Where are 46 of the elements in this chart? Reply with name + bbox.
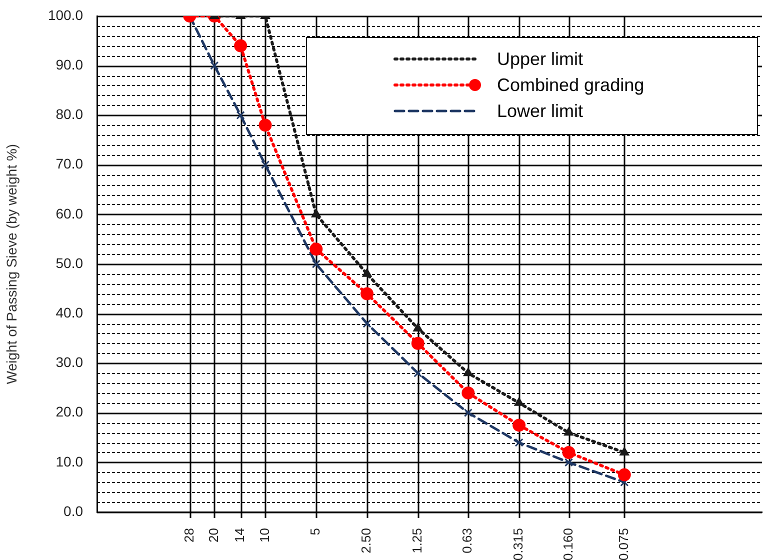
legend-label: Combined grading (497, 74, 644, 96)
point (411, 336, 424, 350)
point (311, 208, 321, 218)
y-tick-label: 0.0 (64, 502, 84, 519)
point (462, 386, 475, 400)
point (514, 397, 524, 406)
point (562, 446, 576, 459)
x-tick-label: 0.160 (560, 528, 576, 560)
x-tick-label: 0.075 (616, 528, 631, 560)
y-tick-label: 70.0 (56, 156, 84, 172)
y-tick-label: 40.0 (56, 304, 84, 320)
point (564, 427, 574, 436)
point (564, 458, 574, 467)
y-tick-label: 80.0 (56, 106, 84, 122)
x-tick-label: 20 (206, 528, 221, 542)
point (312, 260, 320, 268)
x-tick-label: 1.25 (409, 528, 424, 554)
y-axis-title: Weight of Passing Sieve (by weight %) (3, 144, 20, 384)
x-tick-label: 0.63 (460, 528, 475, 554)
y-tick-label: 50.0 (56, 254, 84, 271)
y-tick-label: 60.0 (56, 205, 84, 222)
point (464, 408, 472, 418)
x-tick-label: 10 (256, 528, 272, 542)
point (362, 268, 372, 277)
x-tick-label: 5 (308, 528, 323, 536)
y-tick-label: 10.0 (56, 453, 84, 470)
point (413, 322, 423, 332)
point (414, 368, 422, 378)
y-tick-label: 100.0 (48, 6, 84, 23)
x-tick-label: 0.315 (510, 528, 526, 560)
legend-label: Upper limit (497, 48, 584, 70)
point (310, 242, 323, 256)
point (463, 368, 473, 376)
point (360, 287, 374, 300)
y-tick-label: 30.0 (56, 354, 84, 370)
point (512, 418, 526, 432)
point (514, 438, 524, 447)
legend-label: Lower limit (497, 100, 584, 122)
point (260, 160, 270, 170)
y-tick-label: 20.0 (56, 404, 84, 420)
point (258, 118, 272, 132)
point (362, 319, 372, 328)
x-tick-label: 2.50 (358, 528, 374, 554)
x-tick-label: 14 (232, 528, 248, 542)
y-tick-label: 90.0 (56, 56, 84, 72)
x-tick-label: 28 (181, 528, 196, 542)
